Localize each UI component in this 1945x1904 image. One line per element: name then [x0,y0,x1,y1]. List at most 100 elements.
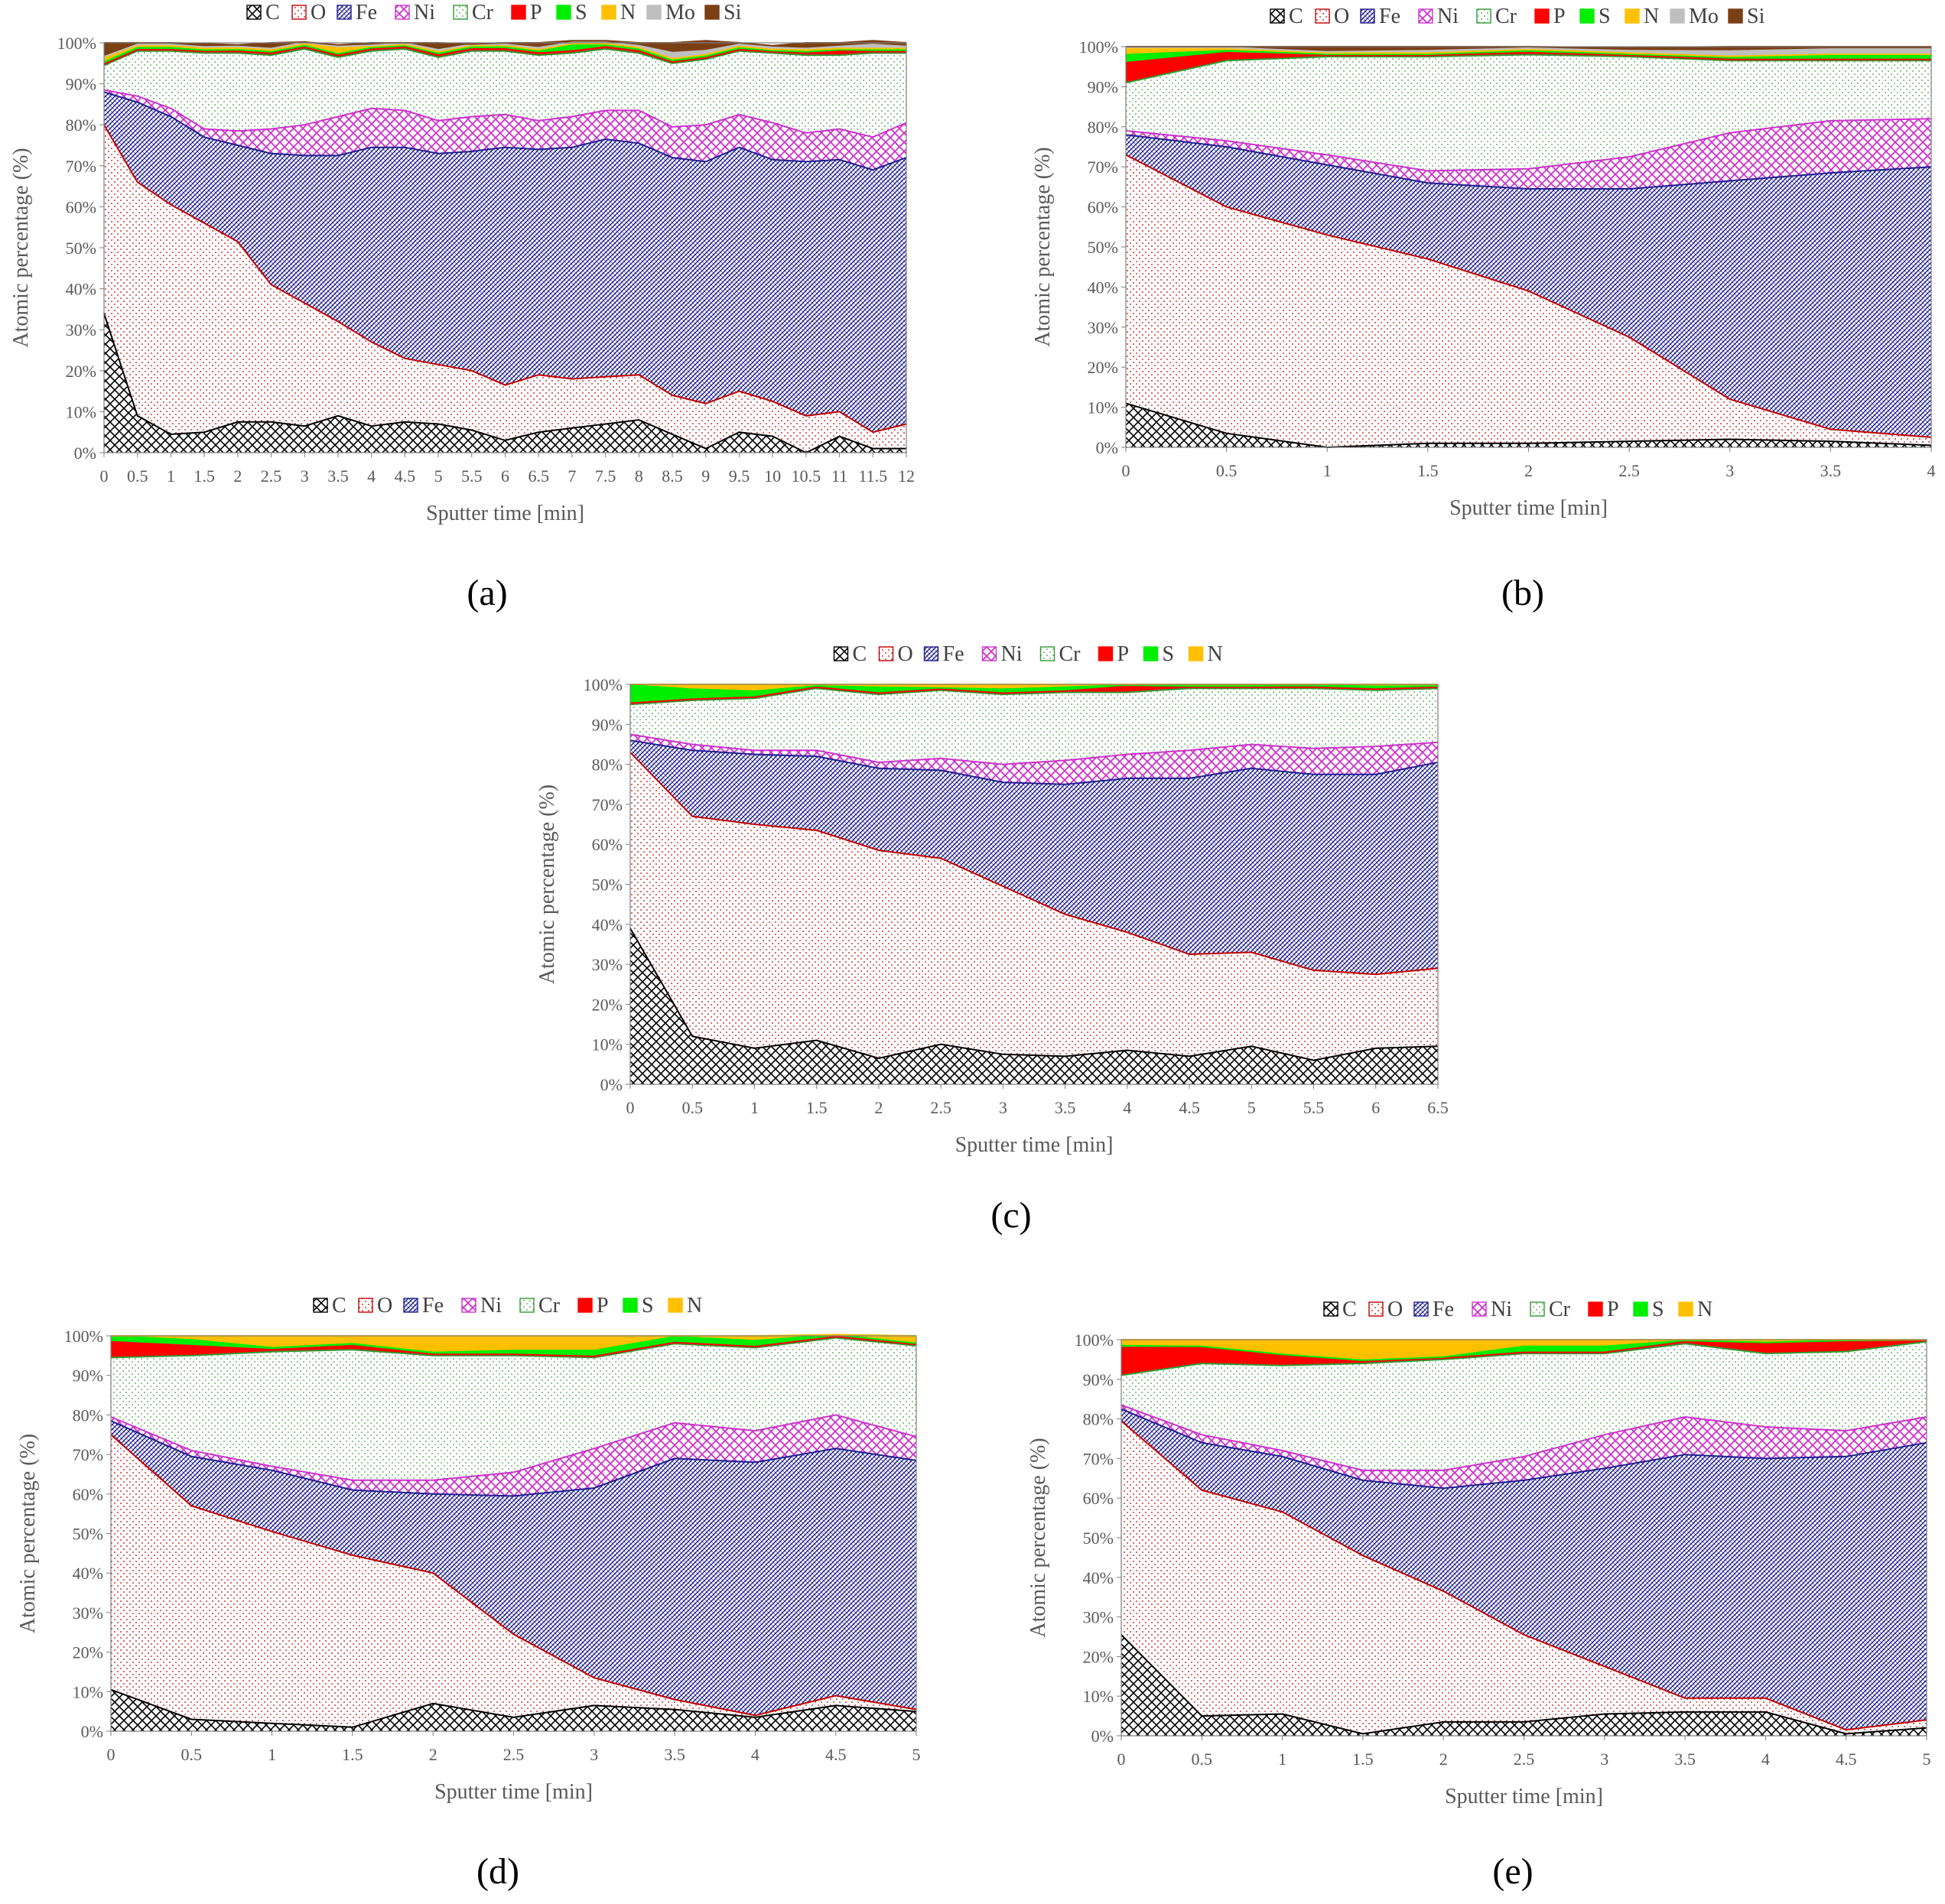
legend-label-N: N [1208,642,1223,666]
legend-swatch-S [556,5,571,20]
legend: C O Fe Ni Cr P S N [313,1294,702,1318]
legend-swatch-P [577,1298,593,1313]
x-tick-label: 3.5 [664,1745,685,1764]
x-tick-label: 1 [268,1745,276,1764]
legend-swatch-C [246,5,262,20]
legend-label-Fe: Fe [422,1294,444,1318]
y-tick-label: 0% [600,1075,623,1094]
legend-swatch-P [511,5,526,20]
area-O [104,125,906,453]
legend-swatch-S [1633,1301,1648,1317]
x-tick-label: 5 [912,1745,921,1764]
legend-label-Cr: Cr [538,1294,561,1318]
x-tick-label: 3.5 [1055,1098,1076,1117]
legend-swatch-Ni [395,5,410,20]
area-C [1121,1634,1927,1736]
x-tick-label: 0.5 [1216,461,1238,480]
x-axis-title: Sputter time [min] [1449,496,1608,520]
series-line-Cr [110,1337,917,1359]
y-tick-label: 50% [66,239,96,258]
x-tick-label: 0.5 [681,1098,703,1117]
x-tick-label: 4 [1123,1098,1131,1117]
legend-label-S: S [1652,1298,1664,1321]
x-tick-label: 2.5 [1514,1750,1535,1769]
legend-swatch-S [1143,646,1159,661]
legend-label-N: N [620,1,636,24]
series-line-N [1126,47,1931,57]
series-line-S [103,44,906,63]
area-C [104,313,906,453]
legend-label-C: C [1342,1298,1357,1321]
y-tick-label: 20% [66,362,96,381]
y-tick-label: 20% [1083,1647,1114,1666]
legend-swatch-O [1315,8,1330,24]
area-Cr [1121,1341,1927,1470]
x-tick-label: 7.5 [595,466,616,486]
legend-swatch-Ni [981,646,997,661]
area-S [1121,1340,1927,1362]
y-tick-label: 60% [73,1485,103,1504]
legend-swatch-Fe [403,1298,418,1313]
x-tick-label: 1.5 [342,1745,363,1764]
legend-swatch-N [1625,8,1640,24]
y-tick-label: 30% [592,955,623,974]
y-tick-label: 100% [64,1327,103,1346]
x-tick-label: 9.5 [729,466,750,486]
x-tick-label: 6 [1371,1098,1380,1117]
legend: C O Fe Ni Cr P S N Mo Si [246,1,742,24]
legend-label-N: N [687,1294,702,1318]
area-Ni [111,1415,916,1496]
y-tick-label: 60% [592,835,623,854]
x-tick-label: 0.5 [181,1745,203,1764]
y-tick-label: 80% [1083,1410,1114,1429]
legend-swatch-O [878,646,894,661]
series-line-P [1121,1340,1927,1363]
series-line-Cr [103,47,906,67]
y-tick-label: 40% [592,915,623,934]
legend-swatch-Ni [1472,1301,1487,1317]
x-tick-label: 1 [1323,461,1332,480]
legend-swatch-N [601,5,616,20]
panel-label-d: (d) [476,1851,519,1892]
legend-label-Ni: Ni [480,1294,502,1318]
legend-label-O: O [898,642,913,666]
legend-label-S: S [1599,5,1611,28]
area-Fe [111,1421,916,1716]
y-tick-label: 40% [66,280,96,299]
area-N [111,1334,916,1353]
panel-label-b: (b) [1501,573,1544,613]
y-tick-label: 100% [584,675,623,694]
legend-swatch-Cr [453,5,468,20]
x-tick-label: 4.5 [825,1745,847,1764]
x-tick-label: 3.5 [1820,461,1842,480]
series-line-S [1120,1339,1927,1361]
x-tick-label: 2.5 [261,466,282,486]
x-axis-title: Sputter time [min] [1445,1785,1603,1808]
x-tick-label: 0.5 [1192,1750,1213,1769]
x-tick-label: 0 [1117,1750,1126,1769]
legend-label-O: O [311,1,326,24]
x-tick-label: 7 [568,466,576,486]
series-line-C [110,1688,917,1728]
y-tick-label: 10% [1088,398,1118,418]
legend: C O Fe Ni Cr P S N Mo Si [1270,5,1765,28]
x-tick-label: 4.5 [1836,1750,1857,1769]
area-O [1121,1421,1927,1734]
x-tick-label: 10 [764,466,781,486]
legend-swatch-O [358,1298,373,1313]
area-O [630,752,1438,1061]
y-tick-label: 80% [1088,118,1118,137]
series-line-Fe [629,739,1439,785]
series-line-Fe [1125,134,1932,190]
series-line-S [1125,50,1931,59]
series-line-C [1125,402,1932,449]
legend-swatch-Cr [519,1298,535,1313]
x-tick-label: 3.5 [1674,1750,1696,1769]
x-tick-label: 3 [301,466,309,486]
series-line-Fe [103,91,907,171]
area-O [1126,154,1931,447]
x-axis-title: Sputter time [min] [955,1133,1114,1157]
x-tick-label: 1.5 [194,466,215,486]
y-tick-label: 100% [1079,37,1118,57]
